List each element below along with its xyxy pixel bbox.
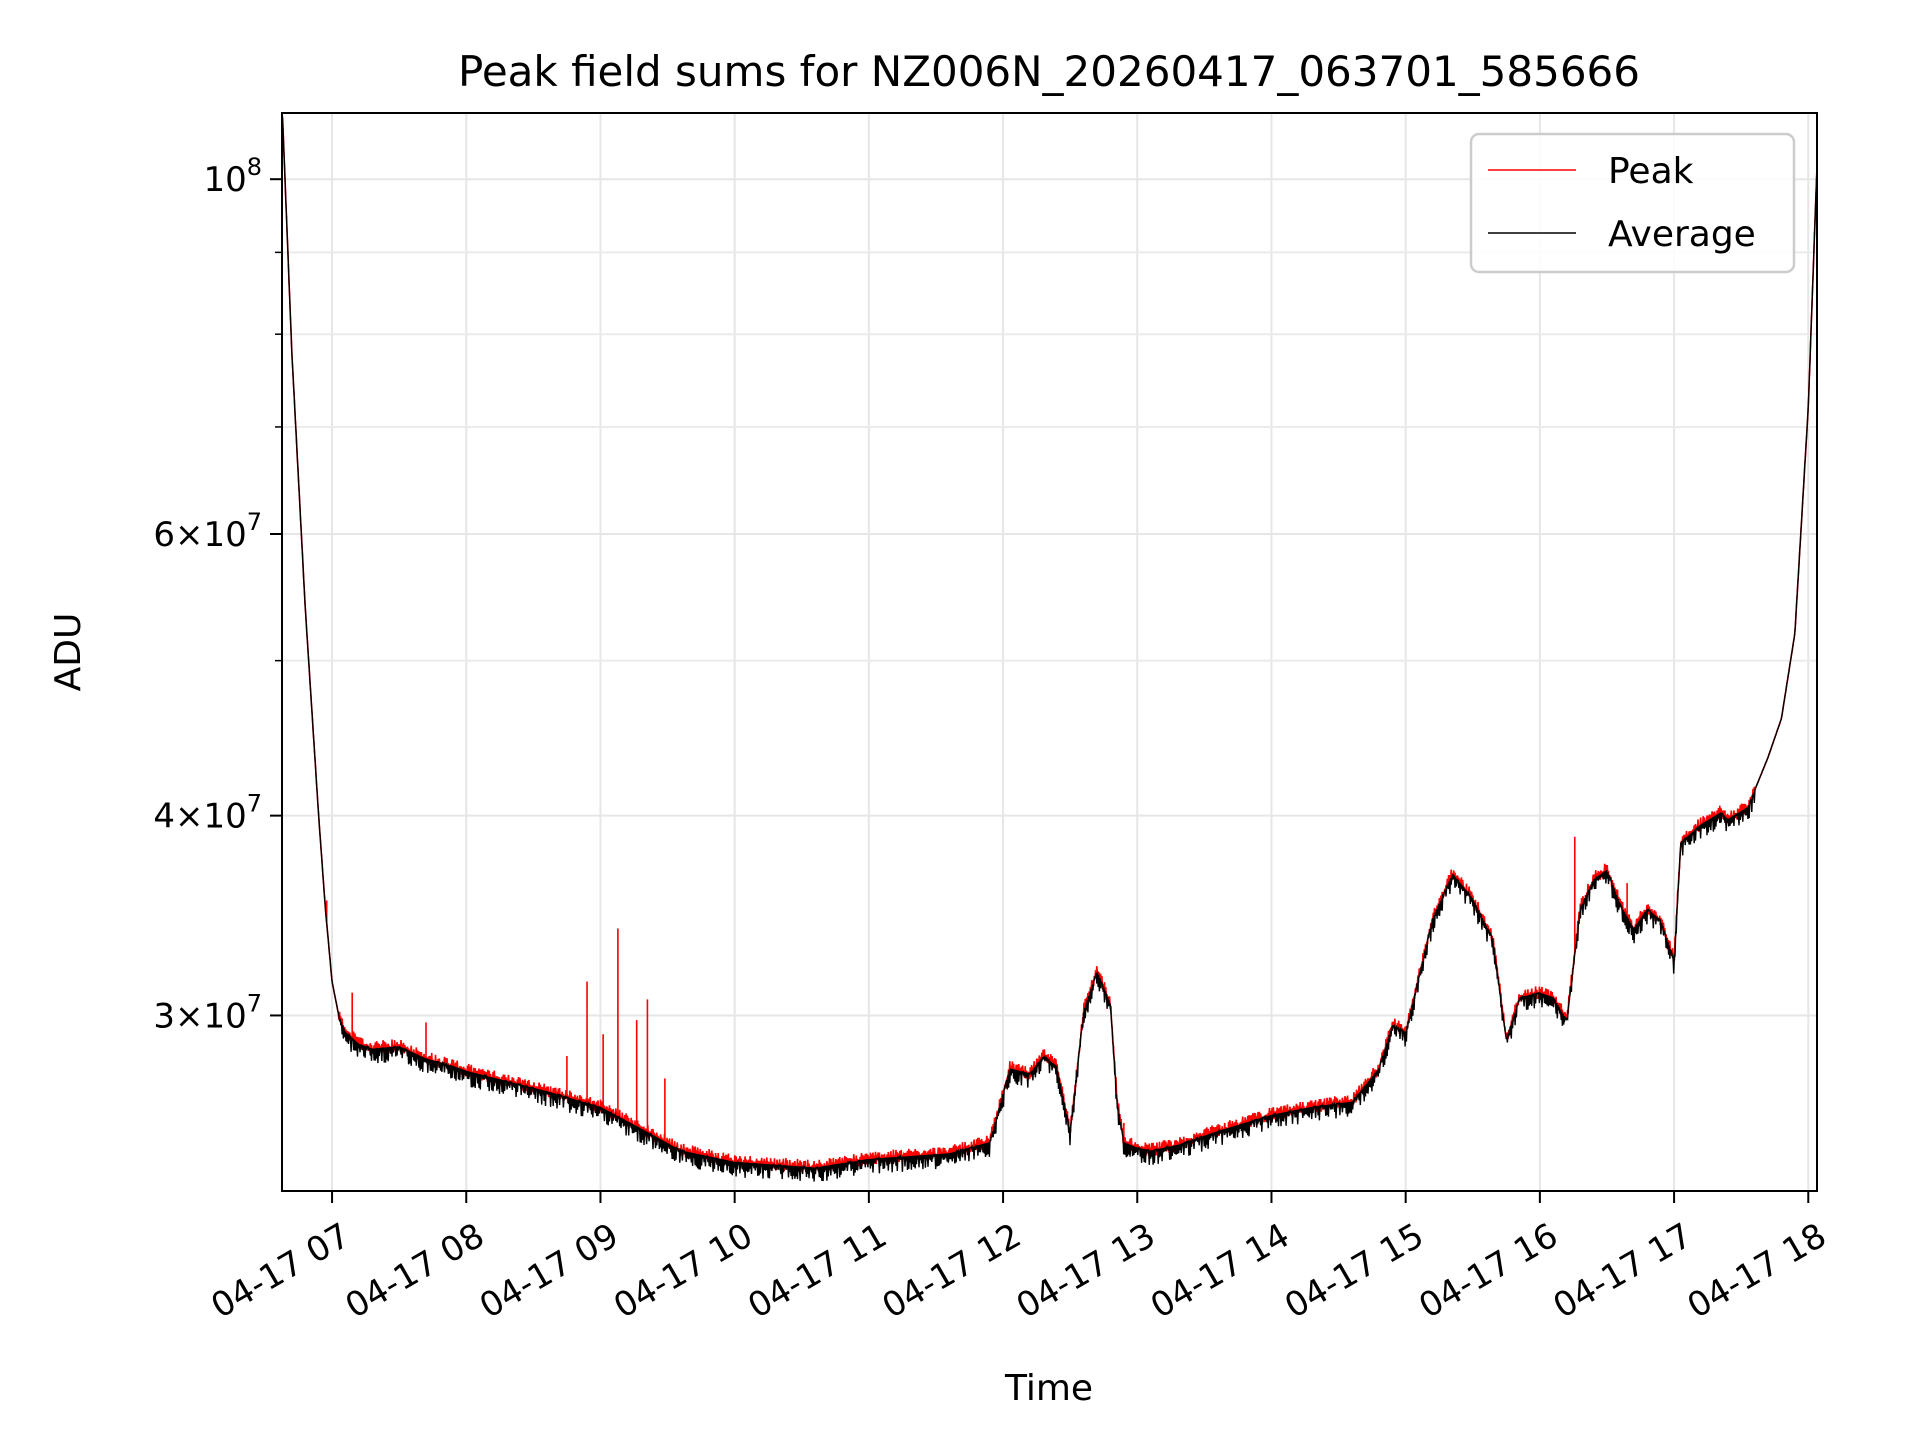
y-axis-label: ADU	[48, 613, 89, 692]
legend: Peak Average	[1469, 132, 1796, 274]
y-tick-label: 4×107	[153, 790, 262, 837]
y-tick-label: 3×107	[153, 989, 262, 1036]
legend-average-label: Average	[1608, 214, 1756, 255]
series-average-line	[282, 113, 1817, 1182]
y-tick-label: 108	[203, 153, 262, 200]
plot-lines	[282, 113, 1817, 1182]
series-peak-line	[282, 113, 1817, 1173]
chart-title: Peak field sums for NZ006N_20260417_0637…	[458, 47, 1640, 96]
legend-peak-label: Peak	[1608, 151, 1694, 192]
plot-frame	[281, 112, 1818, 1192]
y-tick-label: 6×107	[153, 508, 262, 555]
legend-box	[1469, 132, 1796, 274]
x-axis-label: Time	[1004, 1368, 1093, 1409]
